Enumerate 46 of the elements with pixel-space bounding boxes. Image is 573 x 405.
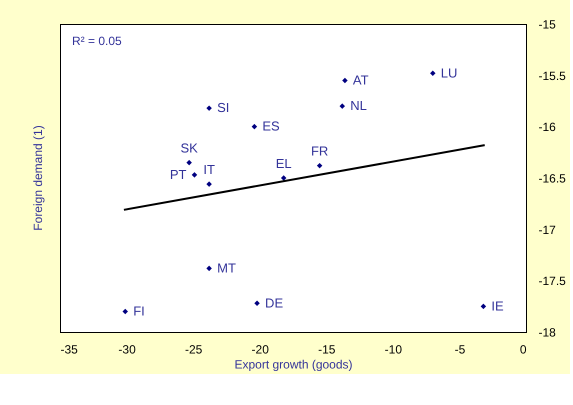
x-tick-label: 0 [520,342,527,356]
x-axis-title: Export growth (goods) [234,358,353,372]
y-tick-label: -15 [538,18,556,32]
y-tick-label: -17 [538,222,556,237]
point [206,266,212,272]
annotation: IE [491,298,504,314]
annotation: ES [262,118,280,134]
y-tick-label: -18 [538,326,556,340]
point [186,160,192,166]
point [206,105,212,111]
point [340,103,345,109]
y-tick-label: -15.5 [538,68,566,83]
annotation: LU [440,65,458,80]
x-tick-label: -15 [318,342,336,356]
annotation: R² = 0.05 [72,34,122,48]
point [122,308,128,314]
y-tick-label: -16 [538,120,556,134]
annotation: NL [350,98,367,114]
x-tick-label: -10 [384,342,402,356]
point [192,172,198,178]
point [206,181,212,187]
x-tick-label: -20 [252,342,270,356]
annotation: FI [133,303,145,318]
point [280,175,286,181]
annotation: SK [180,140,198,156]
point [252,124,258,130]
annotation: EL [276,156,292,171]
annotation: PT [170,166,187,182]
y-tick-label: -17.5 [538,274,566,288]
y-axis-title: Foreign demand (1) [31,125,45,231]
point [430,70,436,76]
annotation: DE [265,295,284,310]
point [480,304,486,310]
annotation: AT [352,72,369,88]
x-tick-label: -25 [184,342,203,356]
point [254,300,260,306]
x-tick-label: -5 [454,342,466,356]
annotation: SI [217,100,230,116]
y-tick-label: -16.5 [538,172,566,186]
annotation: MT [217,260,236,276]
annotation: IT [203,162,215,178]
annotation: FR [310,144,328,159]
point [342,78,348,84]
x-tick-label: -30 [118,342,136,356]
point [316,162,322,168]
x-tick-label: -35 [60,342,78,356]
